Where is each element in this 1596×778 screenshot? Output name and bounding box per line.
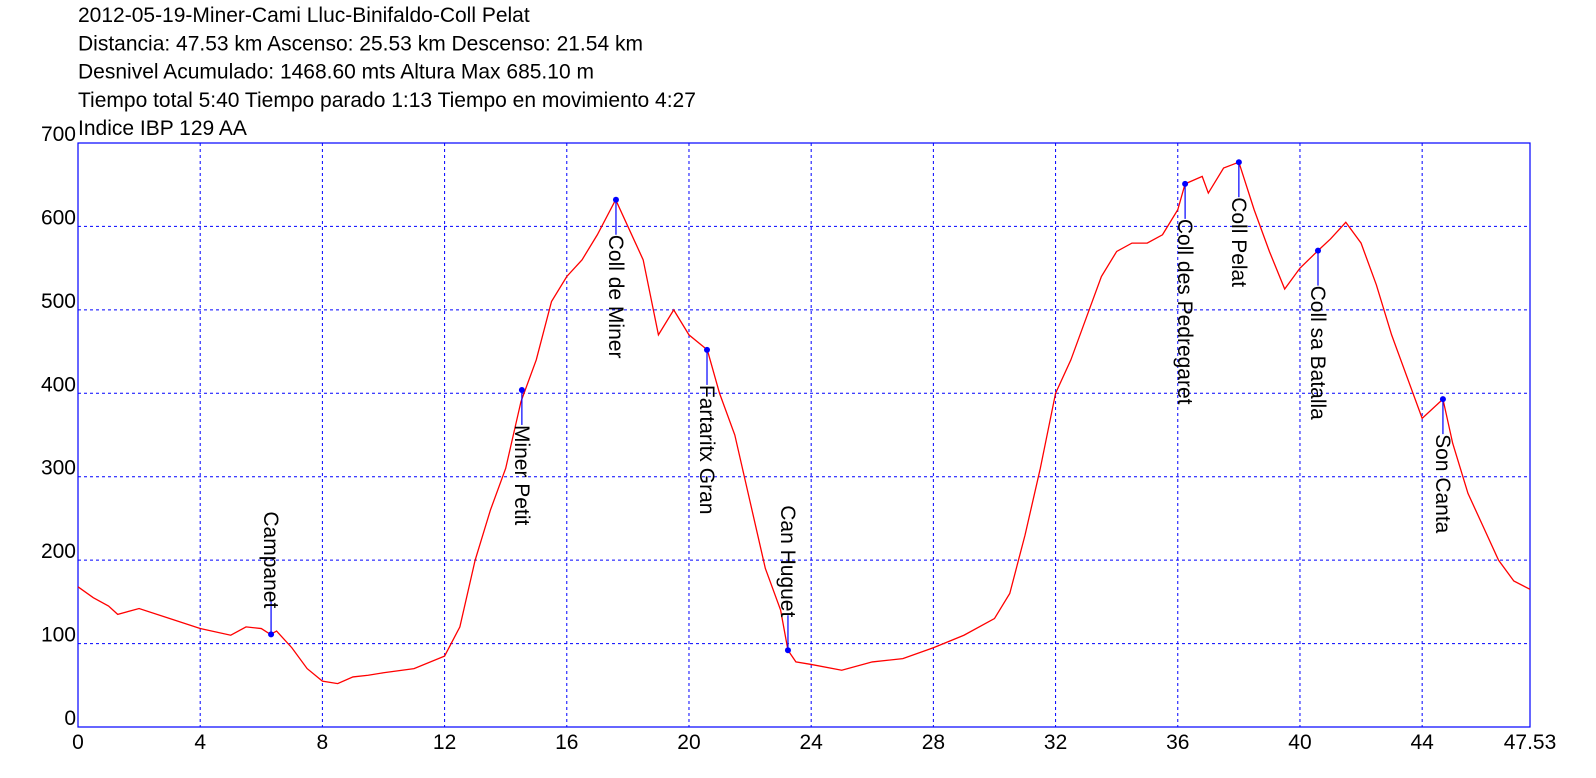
- waypoint: [1314, 247, 1321, 254]
- title-line: Tiempo total 5:40 Tiempo parado 1:13 Tie…: [78, 89, 696, 112]
- waypoint-label: Coll sa Batalla: [1306, 286, 1329, 421]
- x-tick-label: 44: [1410, 731, 1434, 754]
- waypoint: [784, 647, 791, 654]
- y-tick-label: 200: [41, 540, 76, 563]
- waypoint-label: Coll des Pedregaret: [1173, 219, 1196, 405]
- x-tick-label: 40: [1288, 731, 1311, 754]
- waypoint: [268, 631, 275, 638]
- plot-frame: [77, 142, 1531, 728]
- waypoint-label: Coll de Miner: [604, 235, 627, 359]
- waypoint-label: Son Canta: [1431, 434, 1454, 534]
- y-tick-label: 600: [41, 206, 76, 229]
- title-line: Indice IBP 129 AA: [78, 117, 247, 140]
- elevation-line: [77, 161, 1531, 685]
- waypoint: [1439, 396, 1446, 403]
- x-tick-label: 20: [677, 731, 700, 754]
- y-tick-label: 0: [64, 707, 76, 730]
- waypoint-label: Miner Petit: [510, 425, 533, 526]
- waypoint: [612, 196, 619, 203]
- x-tick-label: 36: [1166, 731, 1189, 754]
- waypoint-label: Coll Pelat: [1227, 197, 1250, 287]
- x-tick-label: 24: [799, 731, 823, 754]
- x-tick-label: 16: [555, 731, 578, 754]
- title-line: Distancia: 47.53 km Ascenso: 25.53 km De…: [78, 32, 643, 55]
- waypoint: [704, 346, 711, 353]
- waypoint-label: Fartaritx Gran: [695, 385, 718, 515]
- x-tick-label: 12: [433, 731, 456, 754]
- y-tick-label: 500: [41, 290, 76, 313]
- x-tick-label: 0: [72, 731, 84, 754]
- y-tick-label: 100: [41, 624, 76, 647]
- title-line: Desnivel Acumulado: 1468.60 mts Altura M…: [78, 61, 594, 84]
- waypoint-label: Campanet: [259, 511, 282, 608]
- y-tick-label: 300: [41, 457, 76, 480]
- waypoint: [1182, 180, 1189, 187]
- x-tick-label: 4: [194, 731, 206, 754]
- title-line: 2012-05-19-Miner-Cami Lluc-Binifaldo-Col…: [78, 4, 530, 27]
- x-tick-label: 28: [922, 731, 945, 754]
- waypoint-label: Can Huguet: [776, 505, 799, 617]
- waypoint: [518, 386, 525, 393]
- y-tick-label: 400: [41, 373, 76, 396]
- x-tick-label: 47.53: [1504, 731, 1557, 754]
- x-tick-label: 8: [317, 731, 329, 754]
- y-tick-label: 700: [41, 123, 76, 146]
- waypoint: [1235, 159, 1242, 166]
- x-tick-label: 32: [1044, 731, 1067, 754]
